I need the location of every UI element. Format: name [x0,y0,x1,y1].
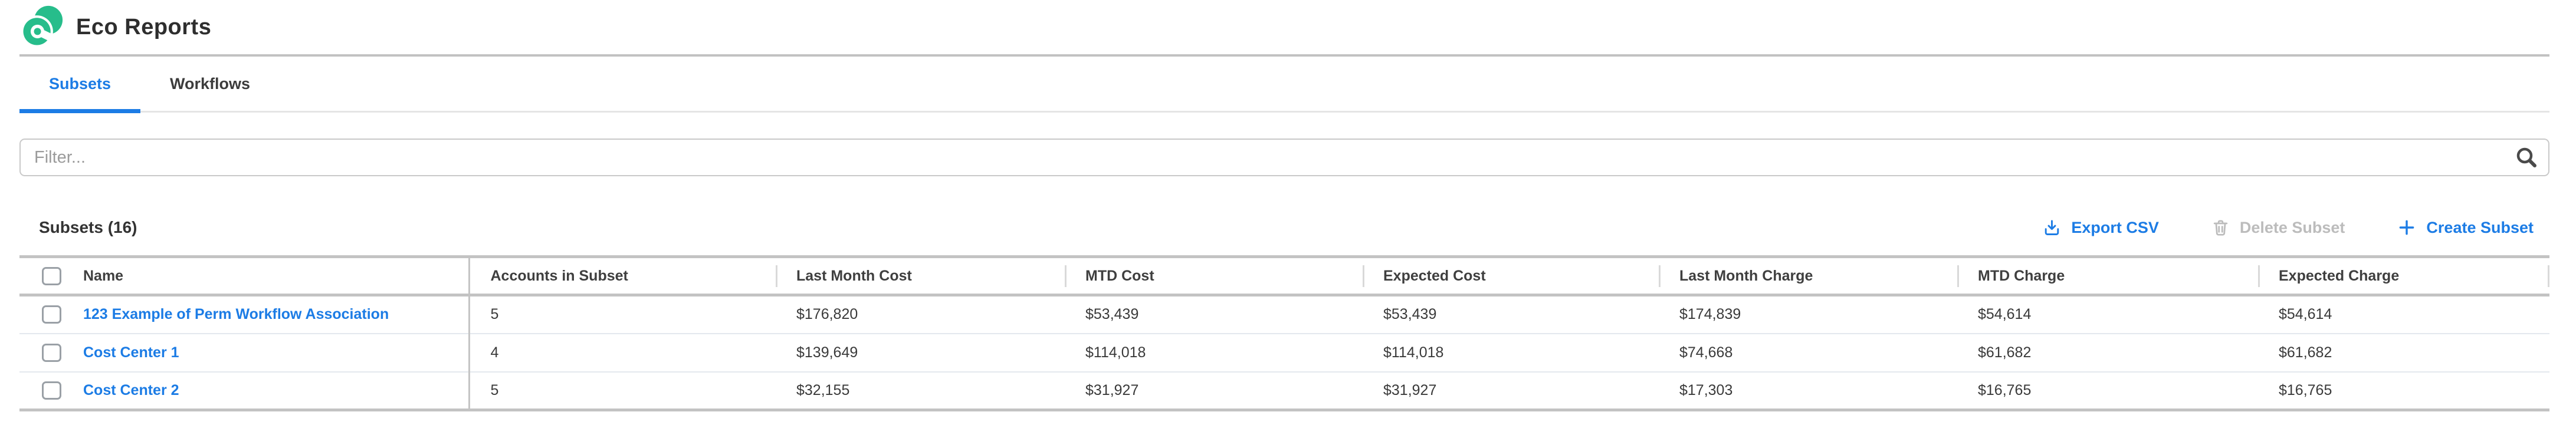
section-header: Subsets (16) Export CSV Delete Subset [19,218,2549,238]
cell-accounts-in-subset: 4 [469,332,776,372]
tab-bar: Subsets Workflows [19,57,2549,113]
cell-expected-cost: $31,927 [1363,371,1659,411]
cell-mtd-charge: $61,682 [1957,332,2258,372]
subsets-table: Name Accounts in Subset Last Month Cost … [19,255,2549,411]
row-checkbox[interactable] [42,381,61,400]
header-cell-name: Name [19,256,470,296]
cell-accounts-in-subset: 5 [490,306,499,323]
filter-input[interactable] [19,139,2549,176]
subset-row: Cost Center 2 5 $32,155 $31,927 $31,927 … [19,371,2549,411]
search-icon [2516,147,2536,167]
cell-last-month-cost: $176,820 [796,306,858,323]
cell-last-month-cost: $139,649 [776,332,1065,372]
cell-last-month-charge: $74,668 [1659,332,1957,372]
download-icon [2045,219,2059,235]
cell-last-month-cost: $32,155 [776,371,1065,411]
cell-expected-charge: $54,614 [2279,306,2332,323]
cell-last-month-charge: $17,303 [1659,371,1957,411]
column-header-last-month-charge[interactable]: Last Month Charge [1659,256,1957,296]
filter-bar [19,139,2549,176]
app-header: Eco Reports [19,0,2549,57]
column-header-mtd-cost[interactable]: MTD Cost [1065,256,1363,296]
delete-subset-button[interactable]: Delete Subset [2211,218,2345,238]
cell-expected-charge: $61,682 [2258,332,2549,372]
search-button[interactable] [2515,146,2538,169]
create-subset-button[interactable]: Create Subset [2397,218,2534,238]
column-header-accounts-in-subset[interactable]: Accounts in Subset [469,256,776,296]
cell-mtd-cost: $53,439 [1085,306,1139,323]
subset-name-link[interactable]: Cost Center 2 [83,381,179,398]
column-header-last-month-cost[interactable]: Last Month Cost [776,256,1065,296]
page-title: Eco Reports [76,14,212,39]
column-header-expected-charge[interactable]: Expected Charge [2258,256,2549,296]
cell-name: 123 Example of Perm Workflow Association [19,295,470,334]
export-csv-button[interactable]: Export CSV [2042,218,2159,238]
cell-last-month-charge: $174,839 [1679,306,1741,323]
column-header-mtd-charge[interactable]: MTD Charge [1957,256,2258,296]
page: Eco Reports Subsets Workflows Subsets (1… [19,0,2549,411]
column-header-name[interactable]: Name [83,267,124,284]
eco-reports-logo-icon [21,5,63,48]
select-all-checkbox[interactable] [42,266,61,285]
subsets-count-title: Subsets (16) [39,218,137,236]
subset-name-link[interactable]: Cost Center 1 [83,344,179,361]
tab-workflows[interactable]: Workflows [170,74,251,93]
cell-expected-cost: $114,018 [1363,332,1659,372]
row-checkbox[interactable] [42,343,61,362]
cell-mtd-cost: $31,927 [1065,371,1363,411]
cell-expected-charge: $16,765 [2258,371,2549,411]
cell-mtd-cost: $114,018 [1065,332,1363,372]
export-csv-label: Export CSV [2071,218,2159,236]
subset-row: Cost Center 1 4 $139,649 $114,018 $114,0… [19,332,2549,372]
delete-subset-label: Delete Subset [2239,218,2345,236]
cell-mtd-charge: $16,765 [1957,371,2258,411]
trash-icon [2213,219,2228,236]
cell-accounts-in-subset: 5 [469,371,776,411]
cell-mtd-charge: $54,614 [1978,306,2032,323]
cell-expected-cost: $53,439 [1383,306,1437,323]
create-subset-label: Create Subset [2426,218,2534,236]
row-checkbox[interactable] [42,305,61,324]
cell-name: Cost Center 2 [19,371,470,411]
plus-icon [2400,220,2414,235]
column-header-expected-cost[interactable]: Expected Cost [1363,256,1659,296]
subset-name-link[interactable]: 123 Example of Perm Workflow Association [83,306,389,323]
toolbar: Export CSV Delete Subset Create Subset [2042,218,2534,238]
cell-name: Cost Center 1 [19,332,470,372]
subset-row: 123 Example of Perm Workflow Association… [19,295,2549,334]
table-header: Name Accounts in Subset Last Month Cost … [19,256,2549,296]
tab-subsets[interactable]: Subsets [19,57,141,113]
